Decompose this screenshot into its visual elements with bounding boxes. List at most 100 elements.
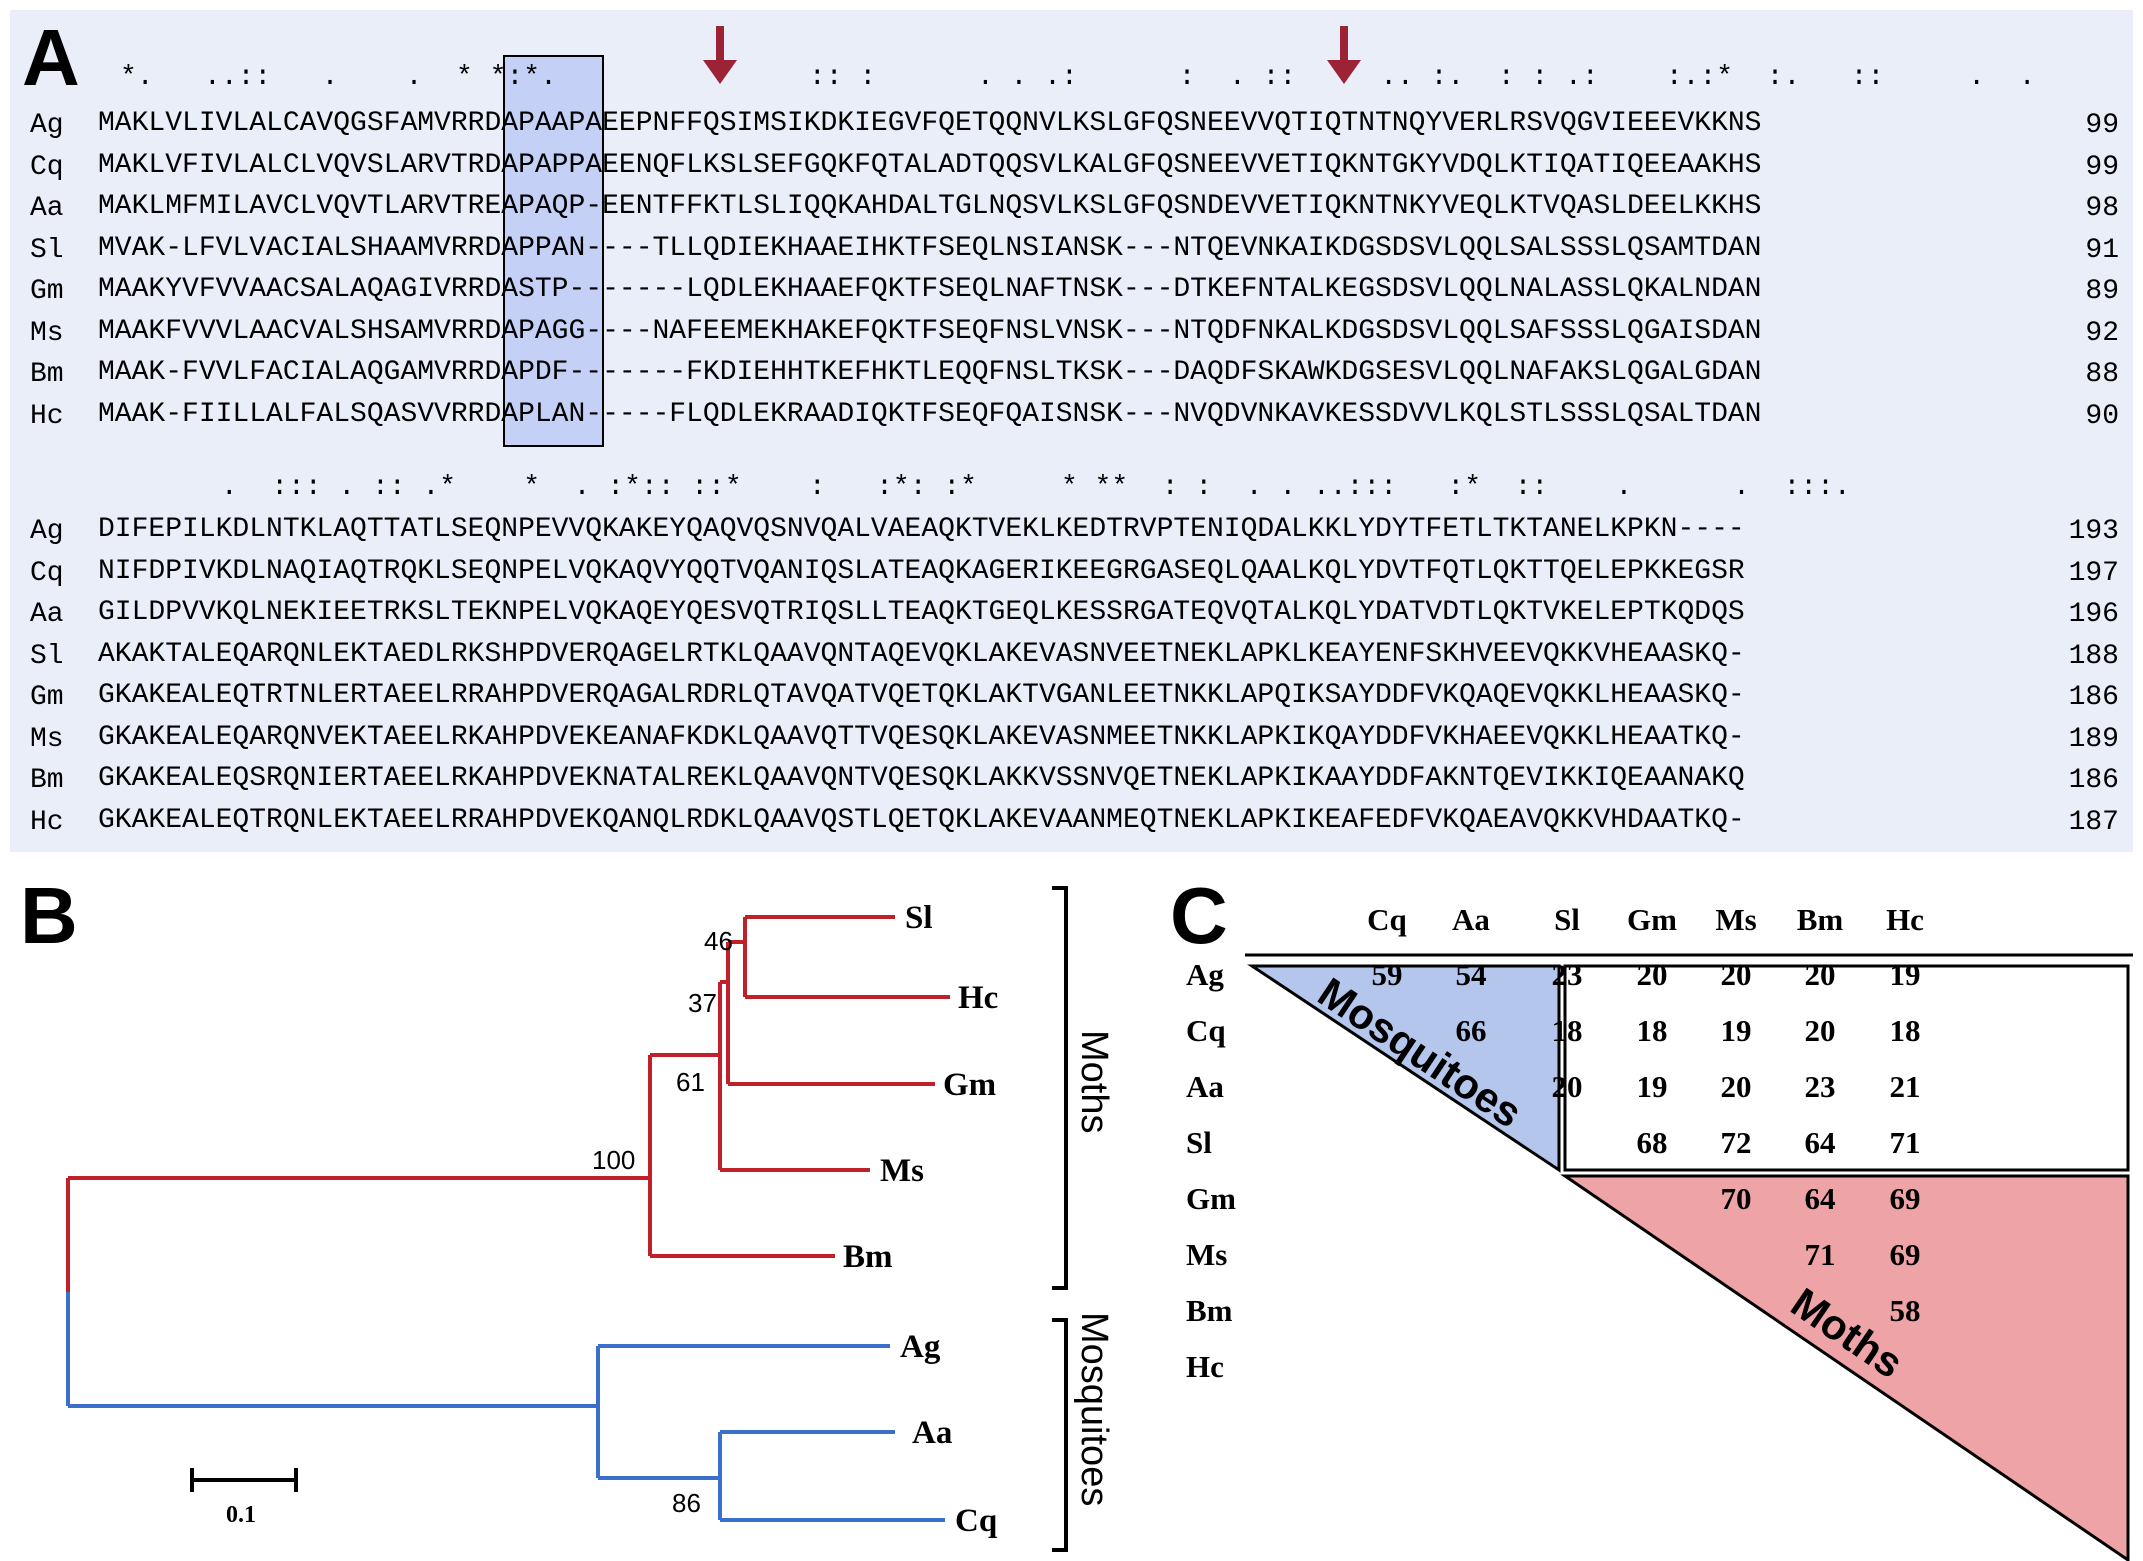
species-name: Sl xyxy=(30,640,64,672)
sequence-row: NIFDPIVKDLNAQIAQTRQKLSEQNPELVQKAQVYQQTVQ… xyxy=(98,555,1745,587)
identity-value: 23 xyxy=(1551,957,1583,992)
taxon-label: Gm xyxy=(943,1067,996,1103)
species-name: Bm xyxy=(30,765,64,796)
identity-value: 18 xyxy=(1889,1013,1921,1048)
group-label-mosquitoes: Mosquitoes xyxy=(1073,1312,1115,1506)
mosquito-branches xyxy=(66,1292,945,1522)
species-name: Ag xyxy=(30,110,64,141)
sequence-row: MAKLVFIVLALCLVQVSLARVTRDAPAPPAEENQFLKSLS… xyxy=(98,149,1762,181)
taxon-label: Cq xyxy=(955,1503,998,1539)
cleavage-arrow-2 xyxy=(1327,26,1361,84)
row-header: Aa xyxy=(1186,1069,1224,1104)
species-name: Ms xyxy=(30,317,64,349)
bootstrap-value: 61 xyxy=(676,1067,705,1097)
residue-count: 89 xyxy=(2085,276,2119,307)
sequence-row: GKAKEALEQTRQNLEKTAEELRRAHPDVEKQANQLRDKLQ… xyxy=(98,804,1745,836)
column-header: Gm xyxy=(1627,902,1677,937)
species-name: Gm xyxy=(30,682,64,713)
sequence-row: MAAK-FIILLALFALSQASVVRRDAPLAN-----FLQDLE… xyxy=(98,398,1762,430)
taxon-label: Hc xyxy=(958,980,998,1016)
bootstrap-value: 100 xyxy=(592,1145,635,1175)
taxon-label: Sl xyxy=(905,900,933,936)
taxon-label: Aa xyxy=(912,1415,952,1451)
identity-value: 18 xyxy=(1636,1013,1668,1048)
bootstrap-value: 46 xyxy=(704,926,733,956)
species-name: Ms xyxy=(30,723,64,755)
panel-b-letter: B xyxy=(20,871,78,960)
panel-a-alignment: A *. ..:: . . * *:*. :: : . . .: : . :: … xyxy=(10,10,2133,852)
species-name: Aa xyxy=(30,599,64,630)
group-label-moths: Moths xyxy=(1073,1030,1115,1133)
taxon-label: Bm xyxy=(843,1239,893,1275)
column-header: Sl xyxy=(1554,902,1580,937)
identity-value: 23 xyxy=(1804,1069,1836,1104)
species-name: Hc xyxy=(30,806,64,838)
species-name: Ag xyxy=(30,516,64,547)
residue-count: 189 xyxy=(2068,723,2119,755)
identity-value: 72 xyxy=(1720,1125,1752,1160)
identity-value: 20 xyxy=(1804,1013,1836,1048)
identity-value: 71 xyxy=(1804,1237,1836,1272)
residue-count: 186 xyxy=(2068,765,2119,796)
identity-value: 20 xyxy=(1804,957,1836,992)
cleavage-arrow-1 xyxy=(703,26,737,84)
sequence-row: DIFEPILKDLNTKLAQTTATLSEQNPEVVQKAKEYQAQVQ… xyxy=(98,514,1745,545)
residue-count: 187 xyxy=(2068,806,2119,838)
sequence-row: MAAKYVFVVAACSALAQAGIVRRDASTP-------LQDLE… xyxy=(98,274,1762,305)
residue-count: 99 xyxy=(2085,151,2119,183)
identity-value: 21 xyxy=(1889,1069,1921,1104)
row-header: Cq xyxy=(1186,1013,1226,1048)
residue-count: 197 xyxy=(2068,557,2119,589)
bootstrap-value: 86 xyxy=(672,1488,701,1518)
identity-value: 54 xyxy=(1455,957,1487,992)
residue-count: 193 xyxy=(2068,516,2119,547)
residue-count: 91 xyxy=(2085,234,2119,266)
identity-value: 59 xyxy=(1371,957,1403,992)
identity-value: 20 xyxy=(1636,957,1668,992)
identity-value: 19 xyxy=(1720,1013,1752,1048)
row-header: Ag xyxy=(1186,957,1224,992)
sequence-row: GILDPVVKQLNEKIEETRKSLTEKNPELVQKAQEYQESVQ… xyxy=(98,597,1745,628)
row-header: Sl xyxy=(1186,1125,1212,1160)
residue-count: 98 xyxy=(2085,193,2119,224)
column-header: Aa xyxy=(1452,902,1490,937)
column-header: Bm xyxy=(1796,902,1844,937)
conservation-line-top: *. ..:: . . * *:*. :: : . . .: : . :: ..… xyxy=(120,62,2036,93)
identity-value: 19 xyxy=(1636,1069,1668,1104)
residue-count: 88 xyxy=(2085,359,2119,390)
conservation-line-bottom: . ::: . :: .* * . :*:: ::* : :*: :* * **… xyxy=(120,472,1851,503)
matrix-graphics: Mosquitoes Moths xyxy=(1245,953,2133,1561)
species-name: Sl xyxy=(30,234,64,266)
residue-count: 92 xyxy=(2085,317,2119,349)
identity-value: 71 xyxy=(1889,1125,1921,1160)
identity-value: 20 xyxy=(1551,1069,1583,1104)
scale-bar xyxy=(190,1468,298,1492)
panel-c-identity-matrix: C Mosquitoes Moths Cq Aa Sl Gm Ms Bm Hc Ag Cq Aa S… xyxy=(1140,860,2143,1561)
residue-count: 188 xyxy=(2068,640,2119,672)
identity-value: 70 xyxy=(1720,1181,1752,1216)
row-header: Bm xyxy=(1186,1293,1233,1328)
sequence-row: GKAKEALEQARQNVEKTAEELRKAHPDVEKEANAFKDKLQ… xyxy=(98,721,1745,753)
identity-value: 69 xyxy=(1889,1237,1921,1272)
sequence-row: MAKLVLIVLALCAVQGSFAMVRRDAPAAPAEEPNFFQSIM… xyxy=(98,108,1762,139)
species-name: Cq xyxy=(30,557,64,589)
mosquito-triangle xyxy=(1247,964,1561,1173)
residue-count: 196 xyxy=(2068,599,2119,630)
bootstrap-value: 37 xyxy=(688,988,717,1018)
moth-branches xyxy=(66,915,950,1292)
identity-value: 69 xyxy=(1889,1181,1921,1216)
panel-c-letter: C xyxy=(1170,871,1228,960)
identity-value: 20 xyxy=(1720,1069,1752,1104)
residue-count: 186 xyxy=(2068,682,2119,713)
column-header: Ms xyxy=(1715,902,1757,937)
identity-value: 66 xyxy=(1455,1013,1487,1048)
group-brackets xyxy=(1052,886,1068,1552)
sequence-row: MAAKFVVVLAACVALSHSAMVRRDAPAGG----NAFEEME… xyxy=(98,315,1762,347)
identity-value: 64 xyxy=(1804,1125,1836,1160)
sequence-row: AKAKTALEQARQNLEKTAEDLRKSHPDVERQAGELRTKLQ… xyxy=(98,638,1745,670)
taxon-label: Ms xyxy=(880,1153,924,1189)
scale-bar-label: 0.1 xyxy=(226,1502,256,1528)
identity-value: 19 xyxy=(1889,957,1921,992)
species-name: Bm xyxy=(30,359,64,390)
phylogenetic-tree: Sl Hc Gm Ms Bm Ag Aa Cq 46 37 61 100 86 … xyxy=(66,886,1115,1552)
